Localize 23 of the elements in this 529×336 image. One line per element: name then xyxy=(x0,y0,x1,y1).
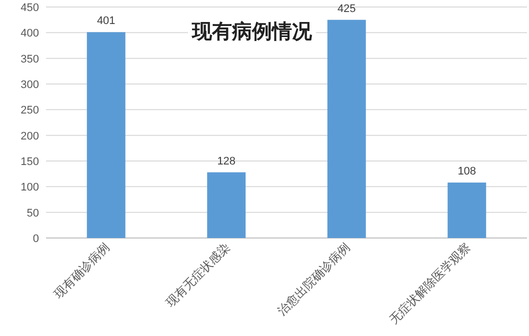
y-tick-label: 50 xyxy=(26,207,39,220)
y-tick-label: 200 xyxy=(20,130,39,142)
y-tick-label: 150 xyxy=(20,156,39,168)
data-label: 108 xyxy=(458,166,476,178)
text: 现有病例情况 xyxy=(191,20,313,43)
y-tick-label: 450 xyxy=(20,2,39,14)
x-tick-label: 无症状解除医学观察 xyxy=(386,240,473,326)
bar xyxy=(86,32,126,238)
data-label: 401 xyxy=(96,15,116,28)
y-tick-label: 300 xyxy=(20,79,39,91)
bar xyxy=(448,182,486,238)
y-tick-label: 100 xyxy=(20,182,39,194)
data-label: 425 xyxy=(337,2,356,15)
data-label: 128 xyxy=(217,155,236,168)
bar xyxy=(207,172,246,238)
x-tick-label: 现有无症状感染 xyxy=(163,240,232,310)
y-tick-label: 400 xyxy=(20,28,39,40)
y-tick-label: 350 xyxy=(20,53,39,66)
x-tick-label: 现有确诊病例 xyxy=(51,240,112,302)
x-tick-label: 治愈出院确诊病例 xyxy=(274,240,353,318)
y-tick-label: 0 xyxy=(32,233,39,245)
y-tick-label: 250 xyxy=(20,104,39,117)
bar xyxy=(327,20,366,238)
